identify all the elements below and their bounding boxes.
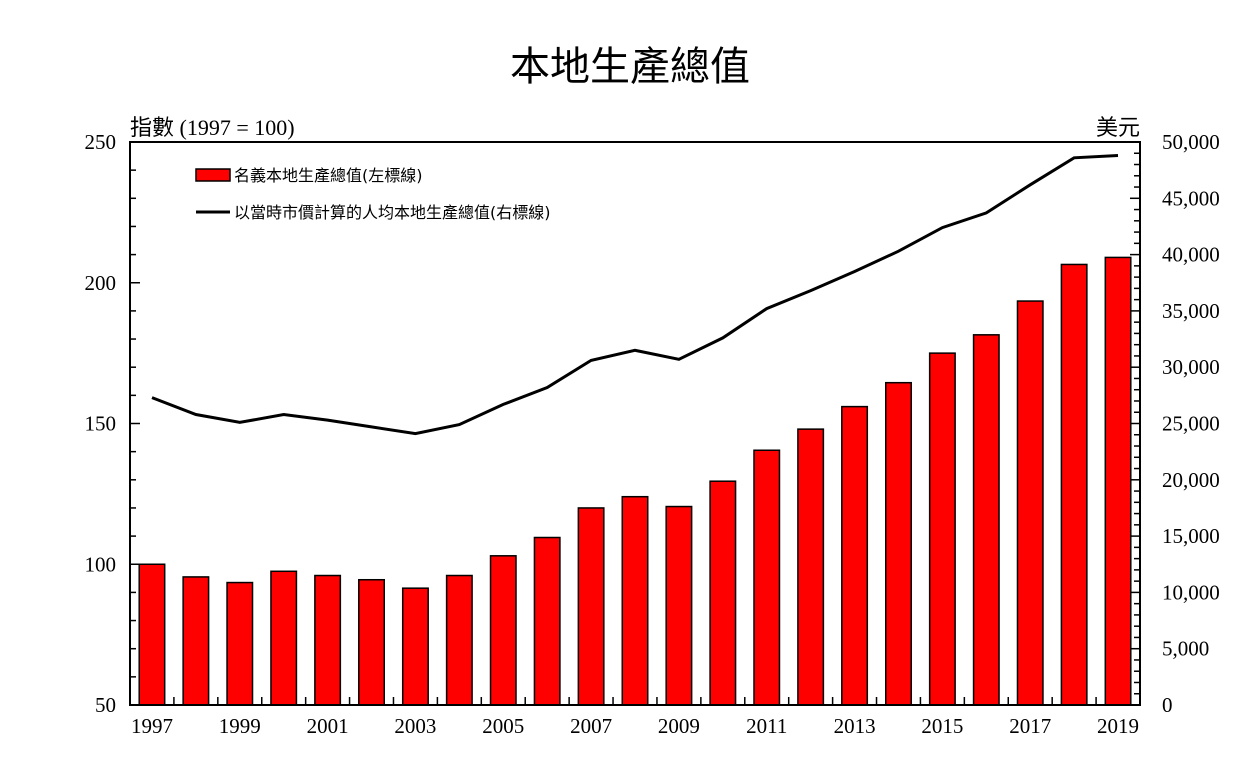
bar-2018 [1060, 263, 1088, 706]
bar-2001 [314, 574, 342, 706]
x-tick-label: 2015 [921, 714, 963, 738]
right-tick-label: 40,000 [1162, 243, 1220, 267]
left-tick-label: 200 [85, 271, 117, 295]
right-tick-label: 15,000 [1162, 524, 1220, 548]
x-tick-label: 2013 [834, 714, 876, 738]
right-tick-label: 45,000 [1162, 186, 1220, 210]
x-tick-label: 2019 [1097, 714, 1139, 738]
legend-bar-swatch [195, 168, 231, 182]
x-tick-label: 2003 [394, 714, 436, 738]
bar-2002 [358, 578, 386, 706]
bar-1997 [138, 563, 166, 706]
bar-2007 [577, 507, 605, 706]
right-tick-label: 35,000 [1162, 299, 1220, 323]
bar-2004 [445, 574, 473, 706]
line-series [151, 154, 1119, 436]
bar-2011 [753, 449, 781, 706]
left-axis-label: 指數 (1997 = 100) [130, 115, 295, 140]
bar-1999 [226, 581, 254, 706]
left-tick-label: 100 [85, 552, 117, 576]
x-tick-label: 2009 [658, 714, 700, 738]
bar-2019 [1104, 256, 1132, 706]
bar-2009 [665, 505, 693, 706]
bar-1998 [182, 576, 210, 706]
left-tick-label: 150 [85, 412, 117, 436]
bar-2008 [621, 495, 649, 706]
bar-2015 [928, 352, 956, 706]
x-tick-label: 2017 [1009, 714, 1051, 738]
bar-series [138, 256, 1132, 706]
axis-ticks: 50 100 150 200 250 0 5,000 10,000 15,000 20,000 25… [85, 130, 1220, 738]
bar-2014 [884, 381, 912, 706]
x-tick-label: 2011 [746, 714, 787, 738]
right-tick-label: 25,000 [1162, 412, 1220, 436]
bar-2005 [489, 555, 517, 706]
bar-2016 [972, 334, 1000, 706]
bar-2012 [797, 428, 825, 706]
x-tick-label: 2005 [482, 714, 524, 738]
bar-2003 [401, 587, 429, 706]
bar-2010 [709, 480, 737, 706]
legend-bar-label: 名義本地生產總值(左標線) [234, 166, 423, 185]
bar-2013 [841, 405, 869, 706]
right-axis-label: 美元 [1095, 116, 1140, 141]
right-tick-label: 20,000 [1162, 468, 1220, 492]
x-tick-label: 2001 [307, 714, 349, 738]
x-tick-label: 2007 [570, 714, 612, 738]
right-tick-label: 50,000 [1162, 130, 1220, 154]
right-tick-label: 30,000 [1162, 355, 1220, 379]
bar-2017 [1016, 300, 1044, 706]
left-tick-label: 250 [85, 130, 117, 154]
left-tick-label: 50 [95, 693, 116, 717]
gdp-per-capita-line [151, 154, 1119, 436]
legend-line-label: 以當時市價計算的人均本地生產總值(右標線) [234, 203, 551, 222]
chart-title: 本地生產總值 [510, 44, 750, 90]
bar-2006 [533, 536, 561, 706]
right-tick-label: 5,000 [1162, 637, 1209, 661]
x-tick-label: 1997 [131, 714, 173, 738]
x-tick-label: 1999 [219, 714, 261, 738]
bar-2000 [270, 570, 298, 706]
right-tick-label: 10,000 [1162, 580, 1220, 604]
right-tick-label: 0 [1162, 693, 1173, 717]
legend: 名義本地生產總值(左標線) 以當時市價計算的人均本地生產總值(右標線) [195, 166, 551, 222]
